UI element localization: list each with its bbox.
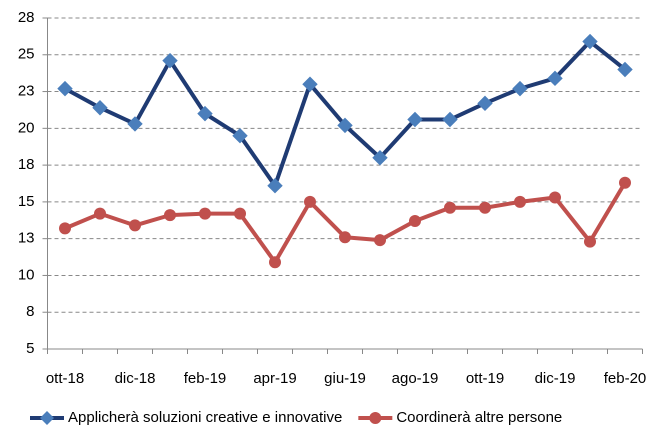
x-tick-label: dic-19: [535, 370, 576, 387]
y-tick-label: 23: [18, 83, 35, 100]
marker: [197, 105, 213, 122]
marker: [584, 235, 596, 248]
legend-label: Coordinerà altre persone: [396, 409, 562, 426]
x-tick-label: giu-19: [324, 370, 366, 387]
marker: [57, 80, 73, 97]
y-tick-label: 25: [18, 46, 35, 63]
y-tick-label: 8: [26, 303, 34, 320]
marker: [129, 219, 141, 232]
marker: [547, 70, 563, 87]
marker: [444, 201, 456, 214]
marker: [512, 80, 528, 97]
marker: [267, 177, 283, 194]
marker: [372, 150, 388, 166]
legend-label: Applicherà soluzioni creative e innovati…: [68, 409, 342, 426]
marker: [232, 127, 248, 144]
series-line: [64, 181, 627, 265]
x-tick-label: ott-19: [466, 370, 504, 387]
marker: [199, 207, 211, 220]
y-tick-label: 15: [18, 193, 35, 210]
legend-marker: [369, 412, 382, 424]
marker: [164, 209, 176, 222]
x-tick-label: feb-19: [184, 370, 227, 387]
marker: [619, 176, 631, 189]
marker: [374, 234, 386, 247]
marker: [514, 195, 526, 208]
marker: [549, 191, 561, 204]
marker: [442, 111, 458, 128]
y-tick-label: 28: [18, 9, 35, 26]
y-tick-label: 20: [18, 119, 35, 136]
marker: [617, 61, 633, 78]
marker: [162, 52, 178, 69]
x-tick-label: ago-19: [392, 370, 439, 387]
marker: [304, 195, 316, 208]
marker: [409, 215, 421, 228]
marker: [302, 76, 318, 92]
marker: [92, 100, 108, 116]
x-tick-label: dic-18: [115, 370, 156, 387]
legend-marker: [40, 411, 54, 425]
marker: [339, 231, 351, 244]
marker: [127, 116, 143, 132]
y-tick-label: 13: [18, 230, 35, 247]
x-tick-label: apr-19: [253, 370, 296, 387]
x-tick-label: feb-20: [604, 370, 647, 387]
marker: [407, 111, 423, 128]
y-tick-label: 10: [18, 266, 35, 283]
marker: [479, 201, 491, 214]
marker: [582, 33, 598, 50]
marker: [477, 95, 493, 112]
y-tick-label: 5: [26, 340, 34, 357]
marker: [269, 256, 281, 269]
marker: [59, 222, 71, 235]
marker: [337, 117, 353, 134]
y-tick-label: 18: [18, 156, 35, 173]
marker: [94, 207, 106, 220]
x-tick-label: ott-18: [46, 370, 84, 387]
marker: [234, 207, 246, 220]
series-line: [64, 39, 627, 188]
